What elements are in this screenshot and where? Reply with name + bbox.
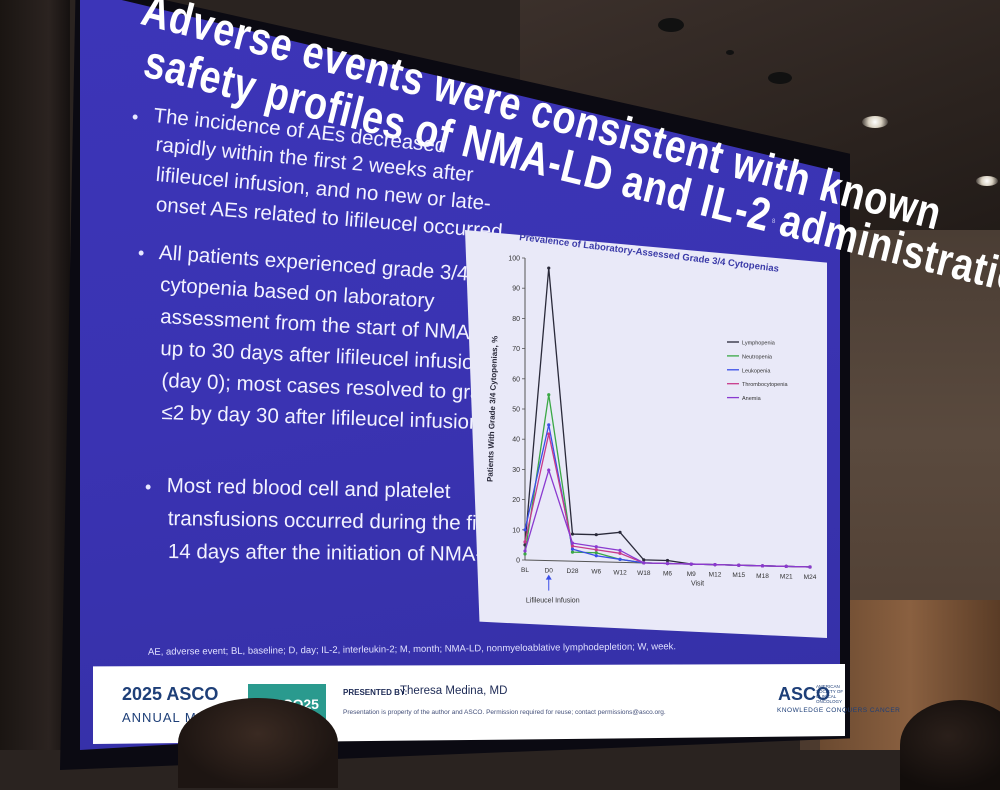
x-tick-label: W18 <box>637 570 651 577</box>
x-tick-label: M18 <box>756 573 769 580</box>
legend-label: Thrombocytopenia <box>742 382 788 388</box>
data-point <box>642 558 646 562</box>
x-tick-label: BL <box>521 567 529 574</box>
data-point <box>618 557 622 561</box>
data-point <box>523 549 527 553</box>
data-point <box>594 545 598 549</box>
x-tick-label: M9 <box>687 571 696 578</box>
y-tick-label: 90 <box>512 286 520 293</box>
y-tick-label: 10 <box>512 527 520 534</box>
y-tick-label: 30 <box>512 467 520 474</box>
x-tick-label: W6 <box>591 569 601 576</box>
x-axis-label: Visit <box>691 580 704 587</box>
property-note: Presentation is property of the author a… <box>343 709 666 716</box>
data-point <box>713 563 717 567</box>
infusion-annotation: Lifileucel Infusion <box>526 598 580 605</box>
data-point <box>570 544 575 548</box>
x-tick-label: M6 <box>663 570 672 577</box>
data-point <box>594 548 598 552</box>
series-line <box>524 433 811 568</box>
bullet-line: 14 days after the initiation of NMA-LD <box>167 539 509 566</box>
ceiling-light <box>976 176 998 186</box>
infusion-arrowhead <box>545 574 552 580</box>
y-axis-label: Patients With Grade 3/4 Cytopenias, % <box>485 336 499 482</box>
bullet-dot: • <box>138 243 145 263</box>
presenter-name: Theresa Medina, MD <box>400 685 508 697</box>
presented-by-label: PRESENTED BY: <box>343 688 408 697</box>
data-point <box>570 547 575 551</box>
bullet-line: transfusions occurred during the first <box>167 506 500 536</box>
data-point <box>523 540 527 544</box>
data-point <box>547 468 551 472</box>
data-point <box>618 548 622 552</box>
data-point <box>547 266 551 270</box>
x-tick-label: M12 <box>709 572 722 579</box>
data-point <box>547 423 551 427</box>
cytopenia-chart: 0 10 20 30 40 50 60 70 80 90 100 BL D0 D28 W6 W12 W18 M6 M… <box>485 256 817 605</box>
data-point <box>689 562 693 566</box>
audience-head <box>900 700 1000 790</box>
y-tick-label: 80 <box>512 316 520 323</box>
data-point <box>737 563 741 567</box>
data-point <box>618 530 622 534</box>
data-point <box>570 532 575 536</box>
data-point <box>594 554 598 558</box>
y-tick-label: 70 <box>512 346 520 353</box>
data-point <box>547 393 551 397</box>
data-point <box>618 551 622 555</box>
data-point <box>808 565 812 569</box>
data-point <box>570 550 575 554</box>
y-tick-label: 20 <box>512 497 520 504</box>
bullet-dot: • <box>145 477 152 497</box>
data-point <box>570 541 575 545</box>
ceiling-light <box>768 72 792 84</box>
room-left-wall <box>0 0 70 750</box>
data-point <box>523 528 527 532</box>
ceiling-light <box>726 50 734 55</box>
x-tick-label: D28 <box>567 568 579 575</box>
data-point <box>784 564 788 569</box>
data-point <box>594 533 598 537</box>
legend-label: Leukopenia <box>742 368 771 374</box>
data-point <box>594 551 598 555</box>
data-point <box>665 558 670 563</box>
audience-head <box>178 698 338 788</box>
data-point <box>760 564 765 568</box>
data-point <box>523 552 527 556</box>
legend-label: Neutropenia <box>742 354 773 360</box>
y-tick-label: 0 <box>516 558 520 565</box>
x-tick-label: M21 <box>780 573 793 580</box>
data-point <box>665 561 670 566</box>
ceiling-light <box>658 18 684 32</box>
x-tick-label: M24 <box>804 574 817 581</box>
legend-label: Lymphopenia <box>742 341 776 347</box>
bullet-dot: • <box>132 107 139 127</box>
data-point <box>642 561 646 565</box>
asco-tagline: KNOWLEDGE CONQUERS CANCER <box>777 707 901 714</box>
asco-logo: ASCO <box>778 684 831 704</box>
y-tick-label: 100 <box>508 256 520 263</box>
legend-label: Anemia <box>742 396 762 402</box>
y-tick-label: 50 <box>512 407 520 414</box>
asco-org-name: AMERICAN SOCIETY OF CLINICAL ONCOLOGY <box>816 684 844 704</box>
page-number: 8 <box>772 219 776 225</box>
series-line <box>524 424 811 568</box>
x-tick-label: D0 <box>545 568 554 575</box>
x-tick-label: W12 <box>613 569 627 576</box>
ceiling-light <box>862 116 888 128</box>
data-point <box>547 432 551 436</box>
y-tick-label: 40 <box>512 437 520 444</box>
x-tick-label: M15 <box>732 572 745 579</box>
meeting-year: 2025 ASCO <box>122 684 219 704</box>
y-tick-label: 60 <box>512 376 520 383</box>
